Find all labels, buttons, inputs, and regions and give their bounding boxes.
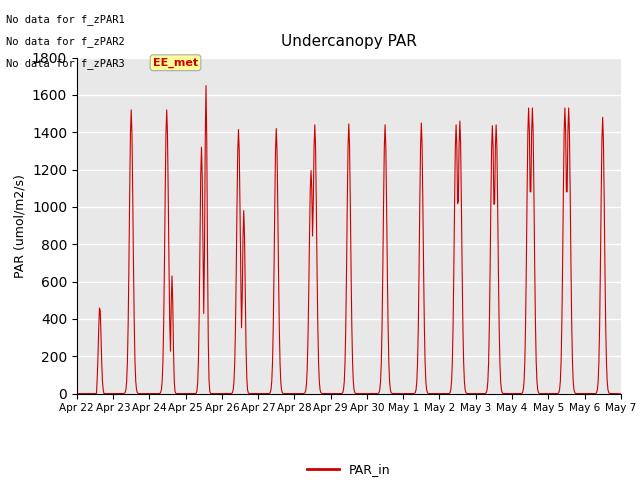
Title: Undercanopy PAR: Undercanopy PAR: [281, 35, 417, 49]
Y-axis label: PAR (umol/m2/s): PAR (umol/m2/s): [13, 174, 26, 277]
Text: No data for f_zPAR2: No data for f_zPAR2: [6, 36, 125, 47]
Legend: PAR_in: PAR_in: [302, 458, 396, 480]
Text: No data for f_zPAR1: No data for f_zPAR1: [6, 14, 125, 25]
Text: No data for f_zPAR3: No data for f_zPAR3: [6, 58, 125, 69]
Text: EE_met: EE_met: [153, 58, 198, 68]
